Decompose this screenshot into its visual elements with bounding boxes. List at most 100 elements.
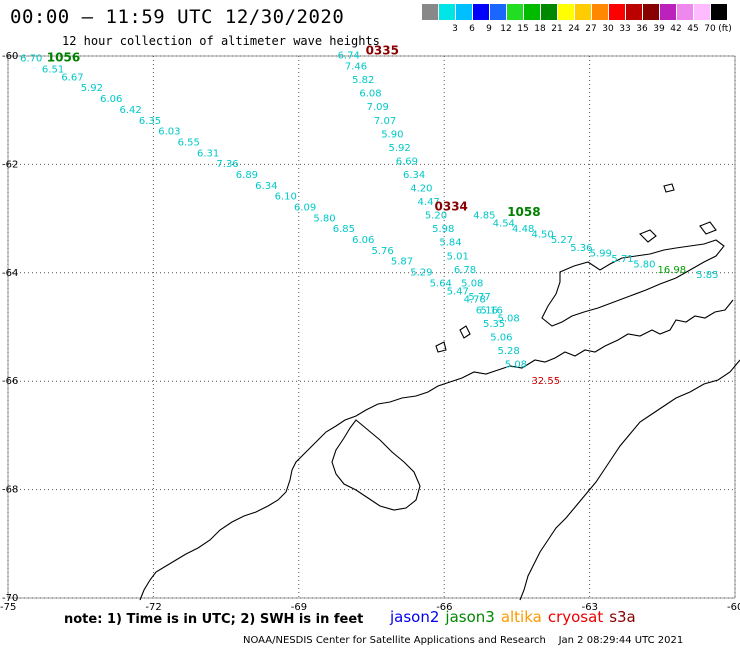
- small-island-3: [663, 183, 675, 193]
- scale-label: 36: [636, 24, 648, 34]
- pass-label: 1056: [47, 50, 80, 64]
- swh-point-label: 6.51: [42, 64, 64, 75]
- swh-point-label: 5.20: [425, 211, 447, 222]
- scale-label: 33: [619, 24, 631, 34]
- scale-label: 3: [452, 24, 458, 34]
- northern-islands: [541, 239, 725, 327]
- swh-point-label: 4.48: [512, 224, 534, 235]
- swh-point-label: 5.84: [439, 238, 461, 249]
- small-island-1: [639, 229, 657, 243]
- scale-label: 18: [534, 24, 546, 34]
- scale-swatch: [489, 4, 506, 20]
- scale-label: 24: [568, 24, 580, 34]
- swh-point-label: 6.06: [100, 94, 122, 105]
- swh-point-label: 4.54: [493, 219, 515, 230]
- swh-point-label: 6.35: [139, 116, 161, 127]
- lon-tick-label: -60: [727, 602, 740, 613]
- lon-tick-label: -75: [0, 602, 16, 613]
- footer-credit: NOAA/NESDIS Center for Satellite Applica…: [243, 635, 683, 646]
- pass-label: 1058: [507, 205, 540, 219]
- swh-point-label: 5.80: [633, 259, 655, 270]
- swh-point-label: 5.64: [430, 278, 452, 289]
- scale-swatch: [438, 4, 455, 20]
- track-1056: 6.706.516.675.926.066.426.356.036.556.31…: [20, 50, 520, 324]
- scale-swatch: [659, 4, 676, 20]
- satellite-jason3: jason3: [445, 608, 495, 626]
- swh-point-label: 5.08: [505, 360, 527, 371]
- lat-tick-label: -62: [2, 159, 18, 170]
- scale-label: 21: [551, 24, 563, 34]
- swh-point-label: 5.92: [81, 83, 103, 94]
- scale-label: 30: [602, 24, 614, 34]
- swh-point-label: 4.47: [418, 197, 440, 208]
- scale-swatch: [421, 4, 438, 20]
- swh-point-label: 6.55: [178, 137, 200, 148]
- page-subtitle: 12 hour collection of altimeter wave hei…: [62, 34, 380, 48]
- scale-label: 6: [469, 24, 475, 34]
- swh-point-label: 5.28: [498, 346, 520, 357]
- swh-point-label: 5.80: [313, 213, 335, 224]
- swh-point-label: 5.77: [468, 292, 490, 303]
- scale-swatch: [506, 4, 523, 20]
- coastline: [139, 183, 740, 601]
- satellite-cryosat: cryosat: [547, 608, 604, 626]
- swh-point-label: 5.08: [461, 278, 483, 289]
- swh-point-label: 6.16: [476, 305, 498, 316]
- lon-tick-label: -69: [291, 602, 307, 613]
- scale-swatch: [625, 4, 642, 20]
- satellite-legend: jason2 jason3 altika cryosat s3a: [390, 608, 642, 626]
- swh-point-label: 5.87: [391, 257, 413, 268]
- swh-point-label: 6.42: [119, 105, 141, 116]
- lon-tick-label: -66: [436, 602, 452, 613]
- swh-point-label: 6.85: [333, 224, 355, 235]
- scale-label: 39: [653, 24, 665, 34]
- lat-tick-label: -64: [2, 268, 18, 279]
- swh-point-label: 6.03: [158, 127, 180, 138]
- satellite-jason2: jason2: [390, 608, 440, 626]
- pass-label: 0334: [435, 199, 468, 213]
- swh-point-label: 6.34: [403, 170, 425, 181]
- swh-point-label: 5.85: [696, 270, 718, 281]
- swh-point-label: 32.55: [531, 376, 560, 387]
- swh-point-label: 4.78: [464, 295, 486, 306]
- scale-swatch: [642, 4, 659, 20]
- swh-point-label: 5.98: [432, 224, 454, 235]
- swh-point-label: 7.09: [367, 102, 389, 113]
- swh-point-label: 7.07: [374, 116, 396, 127]
- swh-point-label: 6.69: [396, 156, 418, 167]
- swh-point-label: 5.90: [381, 129, 403, 140]
- lon-tick-label: -72: [145, 602, 161, 613]
- graticule: -60 -62 -64 -66 -68 -70-75 -72 -69 -66 -63 -60: [0, 51, 740, 613]
- track-0335: 6.747.46 5.82 6.08 7.09 7.07 5.90 5.92 6.69 6.34…: [338, 44, 527, 371]
- swh-point-label: 7.46: [345, 62, 367, 73]
- page-title: 00:00 – 11:59 UTC 12/30/2020: [10, 6, 345, 28]
- swh-point-label: 5.35: [483, 319, 505, 330]
- lat-tick-label: -70: [2, 593, 18, 604]
- small-island-5: [435, 341, 447, 353]
- scale-swatch: [472, 4, 489, 20]
- peninsula-east-coast: [519, 359, 740, 601]
- scale-label: 9: [486, 24, 492, 34]
- scale-label: 45: [687, 24, 699, 34]
- swh-point-label: 6.67: [61, 72, 83, 83]
- lat-tick-label: -66: [2, 376, 18, 387]
- credit-timestamp: Jan 2 08:29:44 UTC 2021: [558, 635, 684, 646]
- swh-point-label: 5.71: [611, 254, 633, 265]
- swh-point-label: 5.99: [590, 249, 612, 260]
- swh-point-label: 6.08: [359, 89, 381, 100]
- lon-tick-label: -63: [582, 602, 598, 613]
- swh-point-label: 6.09: [294, 202, 316, 213]
- scale-swatch: [591, 4, 608, 20]
- scale-swatch: [540, 4, 557, 20]
- track-0334: 32.55 0334: [435, 199, 561, 386]
- swh-point-label: 6.06: [352, 235, 374, 246]
- swh-point-label: 5.76: [372, 246, 394, 257]
- swh-point-label: 6.34: [255, 181, 277, 192]
- map-frame: [7, 55, 736, 599]
- swh-point-label: 5.27: [551, 235, 573, 246]
- scale-label: 42: [670, 24, 682, 34]
- swh-point-label: 6.78: [454, 265, 476, 276]
- lat-tick-label: -60: [2, 51, 18, 62]
- swh-point-label: 4.50: [531, 230, 553, 241]
